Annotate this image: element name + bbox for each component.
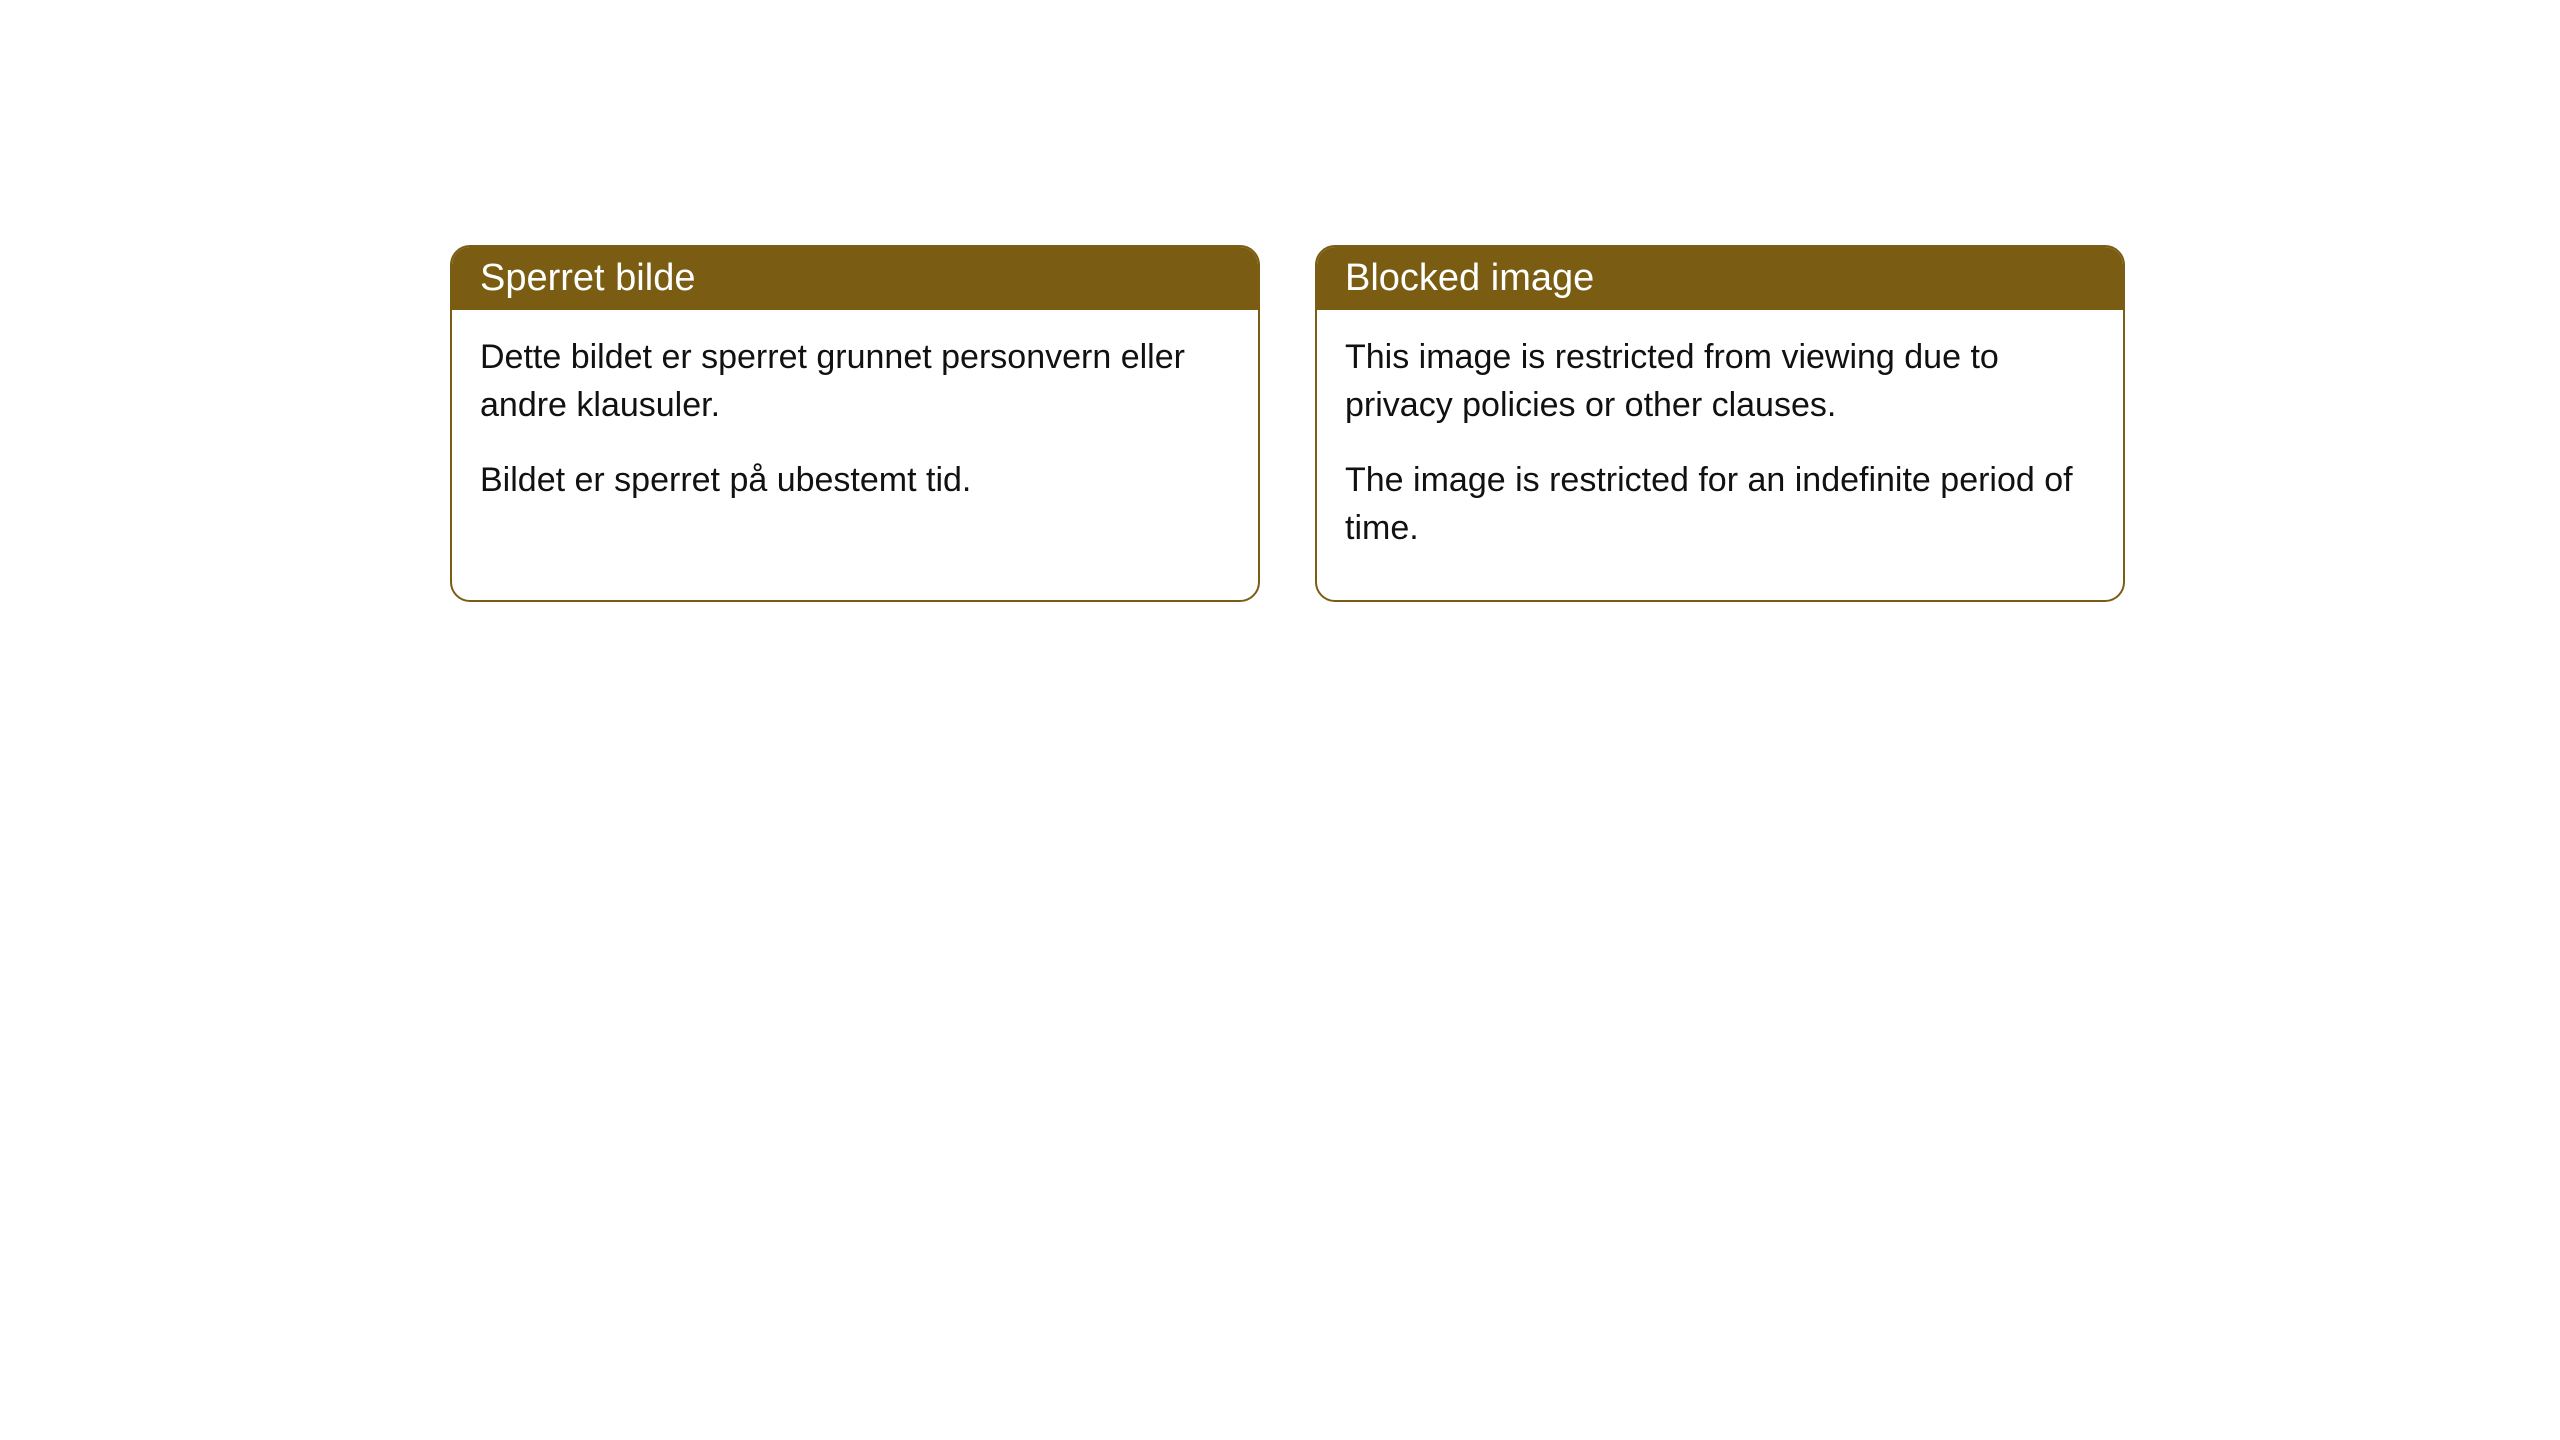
card-paragraph-1-norwegian: Dette bildet er sperret grunnet personve… [480, 334, 1230, 429]
card-norwegian: Sperret bilde Dette bildet er sperret gr… [450, 245, 1260, 602]
card-paragraph-1-english: This image is restricted from viewing du… [1345, 334, 2095, 429]
card-body-english: This image is restricted from viewing du… [1317, 310, 2123, 600]
card-header-norwegian: Sperret bilde [452, 247, 1258, 310]
card-paragraph-2-english: The image is restricted for an indefinit… [1345, 457, 2095, 552]
cards-container: Sperret bilde Dette bildet er sperret gr… [450, 245, 2125, 602]
card-english: Blocked image This image is restricted f… [1315, 245, 2125, 602]
card-paragraph-2-norwegian: Bildet er sperret på ubestemt tid. [480, 457, 1230, 505]
card-body-norwegian: Dette bildet er sperret grunnet personve… [452, 310, 1258, 553]
card-header-english: Blocked image [1317, 247, 2123, 310]
card-title-english: Blocked image [1345, 257, 1594, 299]
card-title-norwegian: Sperret bilde [480, 257, 695, 299]
